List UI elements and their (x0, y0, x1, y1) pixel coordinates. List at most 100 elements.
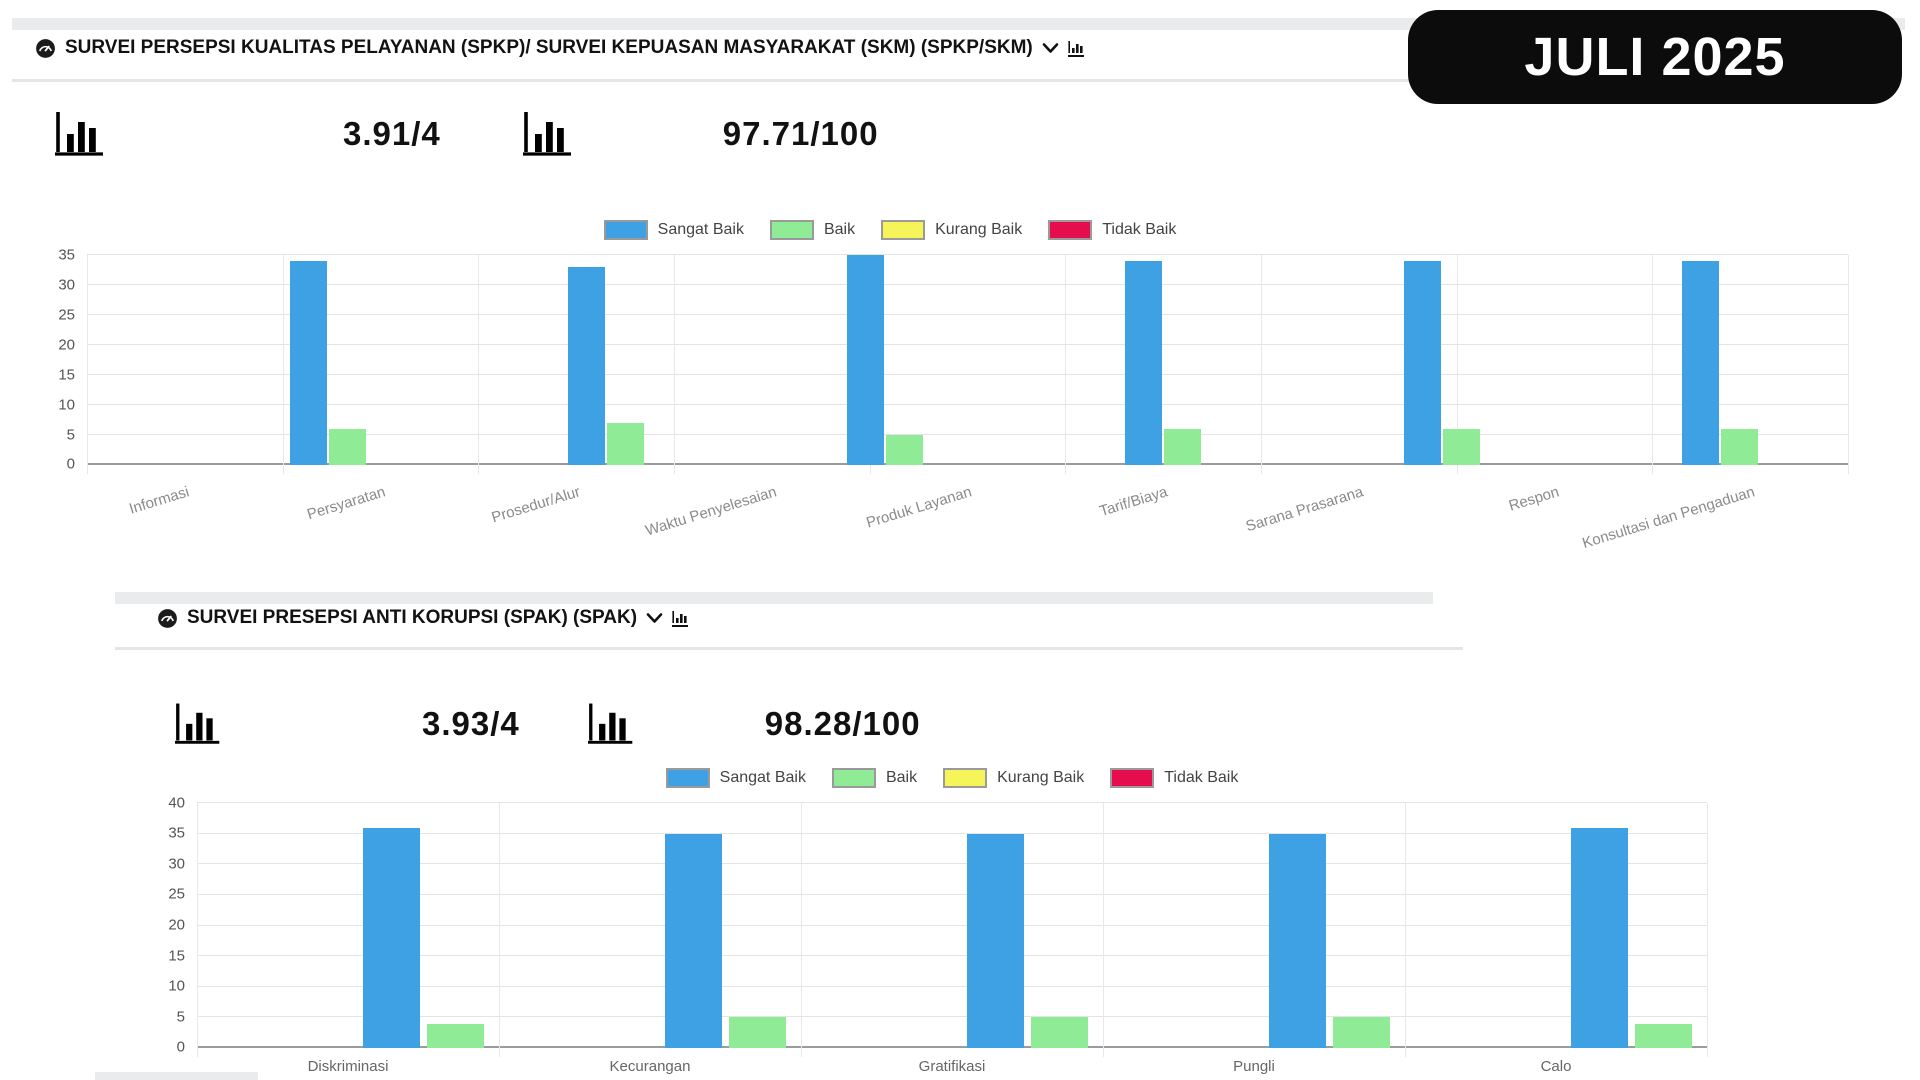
x-axis-label: Kecurangan (609, 1058, 691, 1075)
gridline: 30 (58, 276, 1848, 293)
bar-chart-icon[interactable] (1067, 40, 1084, 57)
bar-group (197, 803, 499, 1048)
x-axis-label: Tarif/Biaya (1097, 483, 1170, 521)
gridline: 30 (168, 855, 1707, 872)
gridline: 25 (58, 306, 1848, 323)
legend-label: Sangat Baik (657, 221, 744, 238)
bar-baik (427, 1023, 485, 1048)
bar-chart-icon (55, 108, 107, 161)
legend-label: Sangat Baik (719, 769, 806, 786)
gridline: 40 (168, 794, 1707, 811)
bar-chart-spak[interactable]: 0 5 10 15 20 25 30 35 40 Diskriminasi Kecurangan G… (168, 794, 1708, 1080)
x-axis-label: Gratifikasi (918, 1058, 986, 1075)
legend-item-kurang-baik[interactable]: Kurang Baik (881, 220, 1022, 240)
legend-item-tidak-baik[interactable]: Tidak Baik (1048, 220, 1176, 240)
gridline (499, 803, 500, 1057)
gridline: 0 (177, 1039, 1707, 1056)
score-row-spak: 3.93/4 98.28/100 (175, 693, 921, 755)
legend-swatch (603, 220, 648, 240)
section-header-spak[interactable]: SURVEI PRESEPSI ANTI KORUPSI (SPAK) (SPA… (157, 604, 689, 632)
x-axis-label: Sarana Prasarana (1243, 483, 1366, 536)
bar-chart-spkp-skm[interactable]: 0 5 10 15 20 25 30 35 Informasi Persyaratan Prose… (58, 246, 1849, 555)
bar-group (644, 255, 923, 465)
x-axis-label: Prosedur/Alur (489, 483, 583, 527)
bar-baik (885, 435, 923, 465)
y-axis-tick: 10 (58, 396, 75, 413)
bar-baik (729, 1017, 787, 1048)
bar-chart-icon[interactable] (672, 610, 689, 627)
gridline (282, 255, 284, 474)
gridline: 5 (177, 1008, 1707, 1025)
bar-baik (1442, 429, 1480, 465)
y-axis-tick: 20 (168, 916, 185, 934)
bar-baik (1721, 429, 1758, 465)
score-value-scale100: 98.28/100 (764, 705, 921, 742)
legend-label: Tidak Baik (1102, 221, 1177, 238)
chart-plot-area[interactable]: 0 5 10 15 20 25 30 35 40 (168, 794, 1708, 1057)
y-axis-tick: 5 (176, 1008, 185, 1026)
bar-group (1405, 803, 1707, 1048)
section-title: SURVEI PRESEPSI ANTI KORUPSI (SPAK) (SPA… (187, 607, 638, 628)
gridline: 10 (168, 978, 1707, 995)
bar-group (499, 803, 801, 1048)
bar-group (1480, 255, 1758, 465)
legend-item-baik[interactable]: Baik (831, 768, 917, 788)
section-divider-spak (115, 592, 1433, 604)
section-title: SURVEI PERSEPSI KUALITAS PELAYANAN (SPKP… (65, 37, 1033, 58)
legend-item-baik[interactable]: Baik (769, 220, 856, 240)
legend-label: Tidak Baik (1164, 769, 1239, 786)
bar-chart-icon (175, 699, 223, 750)
legend-label: Kurang Baik (935, 221, 1023, 238)
legend-swatch (665, 768, 710, 788)
y-axis-tick: 25 (168, 885, 185, 903)
bar-group (1758, 255, 1920, 465)
gridline (1707, 803, 1708, 1057)
gridline (197, 803, 198, 1057)
legend-swatch (769, 220, 814, 240)
legend-item-kurang-baik[interactable]: Kurang Baik (943, 768, 1084, 788)
chart-legend: Sangat Baik Baik Kurang Baik Tidak Baik (197, 768, 1707, 788)
gridline (673, 255, 675, 474)
gridline: 20 (58, 336, 1848, 353)
gridline: 15 (58, 366, 1848, 383)
gridline: 10 (58, 396, 1848, 413)
bar-sangat-baik (1682, 261, 1719, 465)
gridline (1260, 255, 1262, 474)
gridline: 35 (58, 246, 1848, 263)
bar-sangat-baik (967, 833, 1025, 1048)
gridline (1065, 255, 1067, 474)
bar-group (923, 255, 1201, 465)
x-axis-labels: Diskriminasi Kecurangan Gratifikasi Pungli C… (197, 1048, 1707, 1080)
chevron-down-icon[interactable] (646, 612, 663, 624)
legend-item-sangat-baik[interactable]: Sangat Baik (603, 220, 744, 240)
legend-item-tidak-baik[interactable]: Tidak Baik (1110, 768, 1238, 788)
chart-legend: Sangat Baik Baik Kurang Baik Tidak Baik (0, 220, 1780, 240)
chevron-down-icon[interactable] (1042, 42, 1059, 54)
x-axis-label: Diskriminasi (307, 1058, 389, 1075)
y-axis-tick: 25 (58, 306, 75, 323)
legend-swatch (943, 768, 988, 788)
x-axis-label: Informasi (127, 483, 192, 518)
legend-item-sangat-baik[interactable]: Sangat Baik (665, 768, 806, 788)
header-underline-spak (115, 647, 1463, 650)
chart-plot-area[interactable]: 0 5 10 15 20 25 30 35 (58, 246, 1849, 474)
legend-label: Baik (823, 221, 856, 238)
x-axis-label: Produk Layanan (864, 483, 974, 532)
period-badge-label: JULI 2025 (1524, 27, 1786, 87)
x-axis-label: Pungli (1233, 1058, 1275, 1075)
section-header-spkp-skm[interactable]: SURVEI PERSEPSI KUALITAS PELAYANAN (SPKP… (35, 34, 1084, 62)
gridline: 20 (168, 917, 1707, 934)
x-axis-labels: Informasi Persyaratan Prosedur/Alur Waktu P… (87, 465, 1848, 555)
gridline: 15 (168, 947, 1707, 964)
bar-baik (1635, 1023, 1693, 1048)
score-row-spkp-skm: 3.91/4 97.71/100 (55, 103, 879, 165)
bar-sangat-baik (568, 267, 605, 465)
y-axis-tick: 40 (168, 794, 185, 811)
y-axis-tick: 30 (58, 276, 75, 293)
dashboard-icon (157, 608, 178, 629)
bar-group (87, 255, 366, 465)
bar-sangat-baik (846, 255, 884, 465)
gridline: 5 (67, 426, 1848, 443)
gridline (1848, 255, 1849, 474)
